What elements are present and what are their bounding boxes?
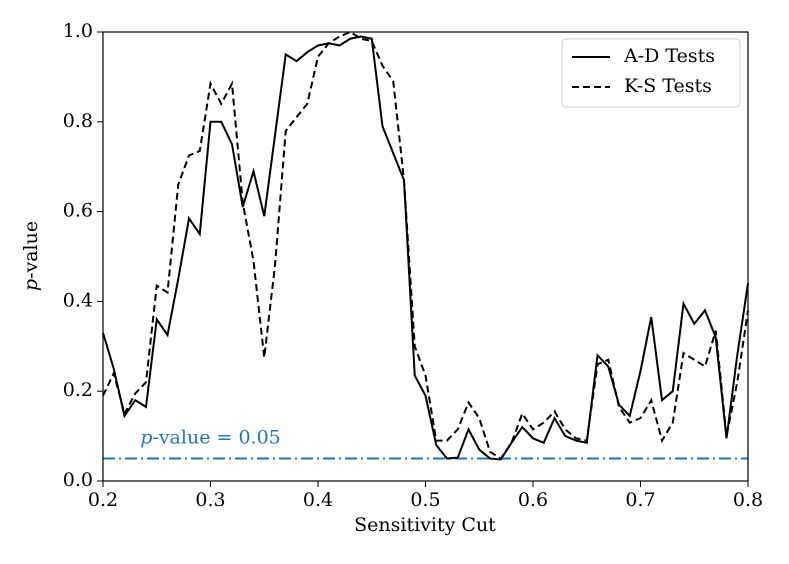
- y-tick-label: 0.6: [63, 200, 93, 222]
- x-tick-label: 0.5: [410, 489, 440, 511]
- y-axis-label: p-value: [20, 221, 42, 291]
- x-tick-label: 0.2: [88, 489, 118, 511]
- x-tick-label: 0.6: [518, 489, 548, 511]
- x-tick-label: 0.8: [733, 489, 763, 511]
- x-tick-label: 0.4: [303, 489, 333, 511]
- y-tick-label: 0.8: [63, 110, 93, 132]
- data-line: [102, 35, 749, 461]
- y-tick-label: 0.4: [63, 289, 93, 311]
- reference-label: p-value = 0.05: [140, 427, 281, 449]
- x-axis-label: Sensitivity Cut: [354, 514, 496, 536]
- data-line: [102, 30, 749, 460]
- y-tick-label: 0.0: [63, 469, 93, 491]
- x-tick-label: 0.3: [195, 489, 225, 511]
- legend-label: A-D Tests: [623, 45, 715, 67]
- y-tick-label: 0.2: [63, 379, 93, 401]
- plot-frame: [102, 31, 749, 482]
- legend-label: K-S Tests: [624, 75, 712, 97]
- y-tick-label: 1.0: [63, 20, 93, 42]
- x-tick-label: 0.7: [625, 489, 655, 511]
